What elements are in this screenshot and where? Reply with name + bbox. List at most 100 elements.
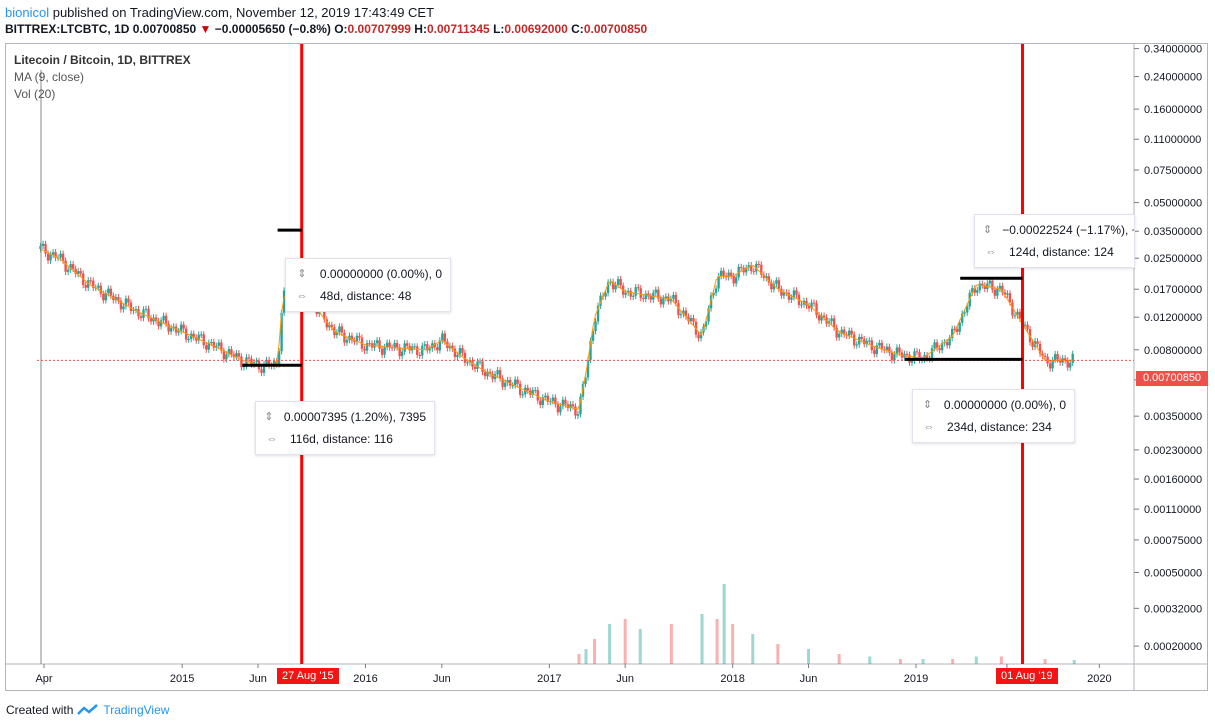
candle-body — [508, 379, 512, 386]
footer-brand[interactable]: TradingView — [103, 703, 170, 717]
time-tick-label: 2016 — [353, 673, 377, 685]
candle-body — [481, 361, 484, 373]
candle-body — [905, 353, 909, 355]
price-tick-label: 0.01700000 — [1144, 284, 1202, 296]
candle-body — [436, 347, 439, 351]
time-tick-label: Apr — [35, 673, 52, 685]
candle-body — [388, 342, 391, 348]
candle-body — [1013, 315, 1017, 317]
candle-body — [943, 342, 946, 344]
legend-ma[interactable]: MA (9, close) — [14, 70, 85, 84]
candle-body — [1071, 353, 1074, 363]
candle-body — [835, 327, 838, 338]
candle-body — [971, 288, 974, 293]
volume-bar — [608, 624, 612, 664]
candle-body — [137, 309, 140, 317]
candle-body — [365, 343, 369, 351]
candle-body — [343, 332, 346, 343]
volume-bar — [999, 656, 1003, 664]
measure-4-time: 234d, distance: 234 — [947, 420, 1052, 434]
candle-body — [152, 317, 155, 322]
candle-body — [1006, 293, 1009, 295]
candle-body — [338, 326, 341, 333]
candle-body — [207, 342, 210, 350]
time-tick-label: 2015 — [170, 673, 194, 685]
candle-body — [496, 370, 499, 375]
candle-body — [765, 276, 768, 278]
price-tick-label: 0.00350000 — [1144, 411, 1202, 423]
legend-title[interactable]: Litecoin / Bitcoin, 1D, BITTREX — [14, 53, 191, 67]
price-tick-label: 0.03500000 — [1144, 226, 1202, 238]
candle-body — [267, 359, 271, 366]
candle-body — [576, 414, 580, 416]
candle-body — [413, 346, 416, 348]
price-tick-label: 0.00230000 — [1144, 445, 1202, 457]
candle-body — [526, 387, 529, 391]
candle-body — [227, 349, 231, 355]
candle-body — [865, 340, 868, 345]
candle-body — [1038, 343, 1042, 354]
candle-body — [282, 290, 286, 313]
candle-body — [217, 342, 221, 346]
candle-body — [177, 331, 180, 333]
measure-box-3[interactable]: ⇕ −0.00022524 (−1.17%), − ⇔ 124d, distance… — [974, 214, 1135, 268]
chart-frame[interactable] — [5, 43, 1208, 691]
candle-body — [149, 318, 153, 322]
candle-body — [787, 292, 791, 300]
candle-body — [398, 347, 401, 357]
candle-body — [423, 344, 426, 346]
measure-box-2[interactable]: ⇕ 0.00007395 (1.20%), 7395 ⇔ 116d, distanc… — [255, 401, 435, 455]
candle-body — [169, 327, 173, 332]
volume-bar — [807, 649, 811, 664]
candle-body — [586, 359, 590, 378]
candle-body — [925, 355, 929, 359]
candle-body — [1036, 341, 1039, 344]
candle-body — [953, 328, 956, 330]
candle-body — [222, 350, 226, 360]
candle-body — [456, 354, 459, 358]
candle-body — [225, 354, 228, 360]
candle-body — [609, 281, 612, 283]
candle-body — [453, 348, 457, 358]
candle-body — [179, 324, 183, 332]
candle-body — [775, 280, 778, 284]
measure-2-time: 116d, distance: 116 — [290, 432, 393, 446]
measure-box-1[interactable]: ⇕ 0.00000000 (0.00%), 0 ⇔ 48d, distance: 4… — [285, 258, 451, 312]
candle-body — [69, 264, 72, 270]
price-tick-label: 0.16000000 — [1144, 104, 1202, 116]
legend-vol[interactable]: Vol (20) — [14, 87, 56, 101]
candle-body — [637, 287, 640, 289]
candle-body — [476, 361, 479, 369]
candle-body — [561, 399, 565, 407]
candle-body — [976, 290, 979, 293]
candle-body — [981, 283, 984, 286]
candle-body — [893, 354, 896, 361]
measure-box-4[interactable]: ⇕ 0.00000000 (0.00%), 0 ⇔ 234d, distance: … — [912, 389, 1075, 443]
candle-body — [760, 264, 763, 275]
volume-bar — [669, 624, 673, 664]
volume-bar — [921, 659, 925, 664]
date-marker-tag-2: 01 Aug '19 — [996, 668, 1058, 684]
candle-body — [624, 292, 627, 295]
candle-body — [556, 404, 560, 413]
candle-body — [129, 302, 133, 312]
candle-body — [416, 346, 419, 356]
candle-body — [363, 348, 366, 351]
volume-bar — [584, 649, 588, 664]
candle-body — [92, 280, 95, 288]
volume-bar — [593, 639, 597, 664]
candle-body — [988, 280, 992, 284]
candle-body — [76, 271, 80, 275]
candle-body — [973, 288, 976, 293]
high-value: 0.00711345 — [426, 22, 490, 36]
candle-body — [265, 359, 268, 364]
candle-body — [632, 295, 635, 297]
low-label: L: — [493, 22, 505, 36]
candle-body — [503, 382, 507, 387]
candle-body — [390, 347, 394, 349]
candle-body — [44, 243, 47, 254]
candle-body — [486, 371, 489, 377]
publisher-username[interactable]: bionicol — [5, 5, 50, 20]
candle-body — [519, 383, 522, 395]
